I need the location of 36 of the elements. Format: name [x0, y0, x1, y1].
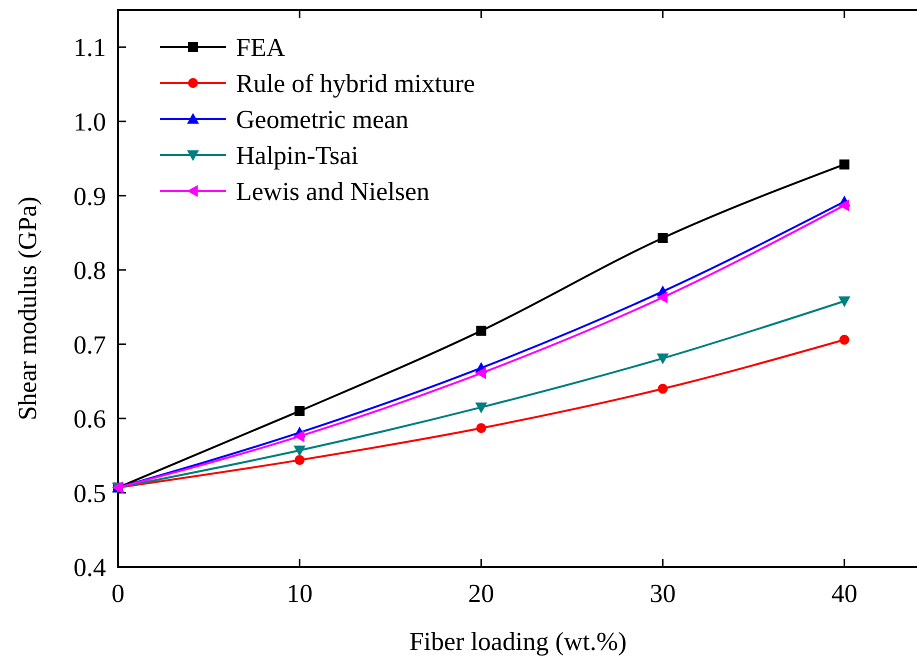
y-tick-label: 0.4: [74, 553, 106, 582]
point: [656, 354, 669, 364]
y-tick-label: 1.0: [74, 108, 106, 136]
y-tick-label: 1.1: [74, 33, 106, 62]
point: [294, 406, 305, 416]
legend-label: Geometric mean: [236, 105, 409, 134]
y-tick-label: 0.7: [74, 330, 106, 360]
x-tick-label: 30: [650, 579, 676, 608]
point: [658, 233, 668, 243]
point: [838, 199, 850, 212]
y-tick-label: 0.9: [74, 182, 106, 211]
point: [476, 423, 486, 434]
x-tick-label: 40: [831, 579, 858, 608]
x-tick-label: 10: [286, 579, 313, 608]
point: [294, 446, 306, 456]
y-axis-title: Shear modulus (GPa): [13, 196, 42, 420]
point: [839, 334, 850, 345]
point: [294, 430, 304, 442]
y-tick-label: 0.6: [74, 404, 106, 434]
point: [839, 159, 850, 170]
point: [476, 326, 486, 336]
legend-label: Lewis and Nielsen: [236, 177, 430, 206]
point: [658, 384, 668, 394]
legend-label: Rule of hybrid mixture: [236, 69, 476, 98]
x-tick-label: 0: [112, 579, 124, 608]
point: [656, 291, 668, 304]
point: [294, 455, 305, 466]
x-tick-label: 20: [468, 579, 494, 608]
legend-label: FEA: [236, 33, 286, 62]
point: [838, 296, 850, 308]
legend-label: Halpin-Tsai: [236, 141, 358, 170]
point: [475, 402, 488, 414]
point: [475, 367, 486, 380]
x-axis-title: Fiber loading (wt.%): [409, 627, 627, 656]
y-tick-label: 0.5: [74, 478, 106, 508]
y-tick-label: 0.8: [74, 256, 106, 286]
